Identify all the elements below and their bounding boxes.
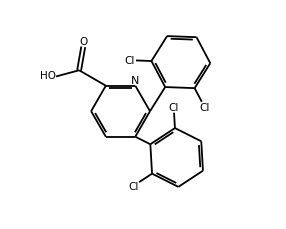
Text: Cl: Cl [125, 56, 135, 66]
Text: Cl: Cl [200, 103, 210, 113]
Text: HO: HO [40, 71, 56, 81]
Text: N: N [131, 75, 140, 85]
Text: Cl: Cl [168, 102, 179, 112]
Text: Cl: Cl [129, 181, 139, 191]
Text: O: O [79, 36, 88, 46]
